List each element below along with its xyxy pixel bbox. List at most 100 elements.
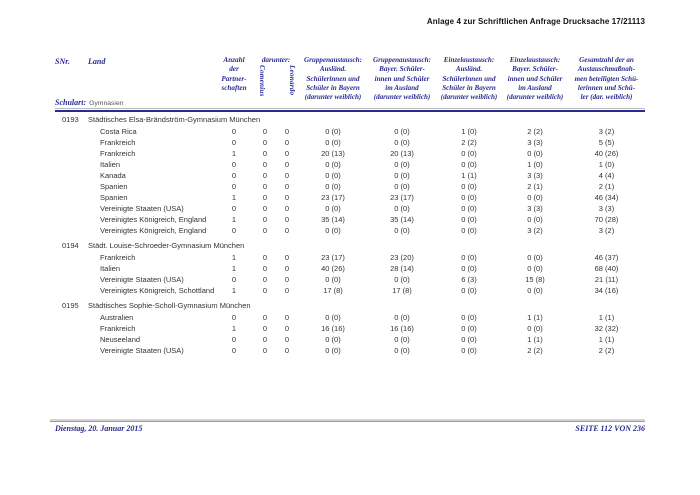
table-row: Costa Rica 0 0 0 0 (0) 0 (0) 1 (0) 2 (2) 3 (2)	[55, 126, 645, 137]
single-exchange-outgoing-cell: 2 (2)	[527, 346, 543, 355]
comenius-cell: 0	[262, 335, 268, 344]
school-header-row: 0195 Städtisches Sophie-Scholl-Gymnasium …	[55, 299, 645, 312]
partnerships-cell: 0	[231, 313, 237, 322]
school-number: 0194	[62, 241, 79, 250]
group-exchange-outgoing-cell: 0 (0)	[394, 313, 410, 322]
partnerships-cell: 1	[231, 324, 237, 333]
group-exchange-incoming-cell: 20 (13)	[321, 149, 345, 158]
table-row: Neuseeland 0 0 0 0 (0) 0 (0) 0 (0) 1 (1) 1 (1)	[55, 334, 645, 345]
group-exchange-incoming-cell: 0 (0)	[325, 275, 341, 284]
single-exchange-outgoing-cell: 3 (3)	[527, 204, 543, 213]
country-cell: Italien	[100, 264, 121, 273]
table-row: Vereinigtes Königreich, Schottland 1 0 0 17 …	[55, 285, 645, 296]
group-exchange-incoming-cell: 35 (14)	[321, 215, 345, 224]
leonardo-cell: 0	[284, 215, 290, 224]
group-exchange-incoming-cell: 17 (8)	[323, 286, 343, 295]
comenius-cell: 0	[262, 171, 268, 180]
single-exchange-incoming-cell: 2 (2)	[461, 138, 477, 147]
comenius-cell: 0	[262, 346, 268, 355]
group-exchange-incoming-cell: 23 (17)	[321, 193, 345, 202]
table-header: SNr. Schulart: Gymnasien Land Anzahl der …	[55, 56, 645, 109]
schulart-row: Schulart: Gymnasien	[55, 98, 124, 107]
partnerships-cell: 0	[231, 335, 237, 344]
single-exchange-outgoing-cell: 0 (0)	[527, 215, 543, 224]
total-cell: 2 (2)	[598, 346, 615, 355]
total-cell: 3 (3)	[598, 204, 615, 213]
column-header-snr: SNr. Schulart: Gymnasien	[55, 56, 124, 109]
single-exchange-outgoing-cell: 0 (0)	[527, 193, 543, 202]
leonardo-cell: 0	[284, 182, 290, 191]
group-exchange-incoming-cell: 0 (0)	[325, 160, 341, 169]
header-rule-gray	[55, 108, 645, 109]
country-cell: Vereinigtes Königreich, England	[100, 226, 207, 235]
single-exchange-incoming-cell: 0 (0)	[461, 226, 477, 235]
group-exchange-incoming-cell: 16 (16)	[321, 324, 345, 333]
group-exchange-outgoing-cell: 23 (20)	[390, 253, 414, 262]
comenius-cell: 0	[262, 204, 268, 213]
partnerships-cell: 1	[231, 253, 237, 262]
single-exchange-outgoing-cell: 0 (0)	[527, 253, 543, 262]
leonardo-cell: 0	[284, 226, 290, 235]
leonardo-cell: 0	[284, 204, 290, 213]
group-exchange-outgoing-cell: 20 (13)	[390, 149, 414, 158]
country-cell: Vereinigte Staaten (USA)	[100, 275, 184, 284]
single-exchange-outgoing-cell: 1 (1)	[527, 313, 543, 322]
table-row: Vereinigtes Königreich, England 1 0 0 35 (14…	[55, 214, 645, 225]
footer-date: Dienstag, 20. Januar 2015	[55, 424, 143, 433]
group-exchange-outgoing-cell: 23 (17)	[390, 193, 414, 202]
group-exchange-incoming-cell: 0 (0)	[325, 171, 341, 180]
comenius-cell: 0	[262, 286, 268, 295]
snr-label: SNr.	[55, 57, 70, 66]
total-cell: 1 (1)	[598, 313, 615, 322]
table-row: Vereinigtes Königreich, England 0 0 0 0 (0) 0…	[55, 225, 645, 236]
group-exchange-outgoing-cell: 0 (0)	[394, 127, 410, 136]
group-exchange-outgoing-cell: 16 (16)	[390, 324, 414, 333]
group-exchange-incoming-cell: 0 (0)	[325, 313, 341, 322]
country-cell: Neuseeland	[100, 335, 141, 344]
group-exchange-outgoing-cell: 0 (0)	[394, 160, 410, 169]
school-name: Städtisches Elsa-Brändström-Gymnasium Mü…	[88, 115, 261, 124]
group-exchange-outgoing-cell: 0 (0)	[394, 335, 410, 344]
single-exchange-outgoing-cell: 0 (0)	[527, 264, 543, 273]
partnerships-cell: 0	[231, 204, 237, 213]
total-cell: 3 (2)	[598, 127, 615, 136]
country-cell: Frankreich	[100, 324, 136, 333]
total-cell: 32 (32)	[594, 324, 619, 333]
table-row: Vereinigte Staaten (USA) 0 0 0 0 (0) 0 (0) 0 (…	[55, 345, 645, 356]
partnerships-cell: 1	[231, 264, 237, 273]
single-exchange-outgoing-cell: 2 (2)	[527, 127, 543, 136]
comenius-label: Comenius	[258, 65, 266, 97]
country-cell: Vereinigte Staaten (USA)	[100, 346, 184, 355]
comenius-cell: 0	[262, 275, 268, 284]
total-cell: 40 (26)	[594, 149, 619, 158]
group-exchange-outgoing-cell: 0 (0)	[394, 346, 410, 355]
partnerships-cell: 1	[231, 193, 237, 202]
footer-rule	[50, 419, 645, 422]
total-cell: 68 (40)	[594, 264, 619, 273]
single-exchange-outgoing-cell: 0 (0)	[527, 286, 543, 295]
single-exchange-outgoing-cell: 3 (3)	[527, 171, 543, 180]
country-cell: Frankreich	[100, 253, 136, 262]
column-header-gruppenaustausch-bayern: Gruppenaustausch: Bayer. Schüler- innen …	[373, 56, 431, 102]
single-exchange-incoming-cell: 0 (0)	[461, 286, 477, 295]
group-exchange-outgoing-cell: 35 (14)	[390, 215, 414, 224]
group-exchange-outgoing-cell: 17 (8)	[392, 286, 412, 295]
table-body: 0193 Städtisches Elsa-Brändström-Gymnasiu…	[55, 113, 645, 356]
group-exchange-outgoing-cell: 0 (0)	[394, 182, 410, 191]
leonardo-cell: 0	[284, 160, 290, 169]
document-title: Anlage 4 zur Schriftlichen Anfrage Druck…	[426, 17, 645, 26]
partnerships-cell: 0	[231, 171, 237, 180]
partnerships-cell: 1	[231, 286, 237, 295]
country-cell: Vereinigtes Königreich, England	[100, 215, 207, 224]
total-cell: 4 (4)	[598, 171, 615, 180]
leonardo-cell: 0	[284, 286, 290, 295]
group-exchange-outgoing-cell: 0 (0)	[394, 226, 410, 235]
group-exchange-incoming-cell: 0 (0)	[325, 346, 341, 355]
group-exchange-incoming-cell: 23 (17)	[321, 253, 345, 262]
table-row: Vereinigte Staaten (USA) 0 0 0 0 (0) 0 (0) 6 (…	[55, 274, 645, 285]
single-exchange-incoming-cell: 1 (0)	[461, 127, 477, 136]
column-header-partnerschaften: Anzahl der Partner- schaften	[221, 56, 247, 93]
single-exchange-incoming-cell: 0 (0)	[461, 160, 477, 169]
total-cell: 34 (16)	[594, 286, 619, 295]
group-exchange-outgoing-cell: 0 (0)	[394, 204, 410, 213]
